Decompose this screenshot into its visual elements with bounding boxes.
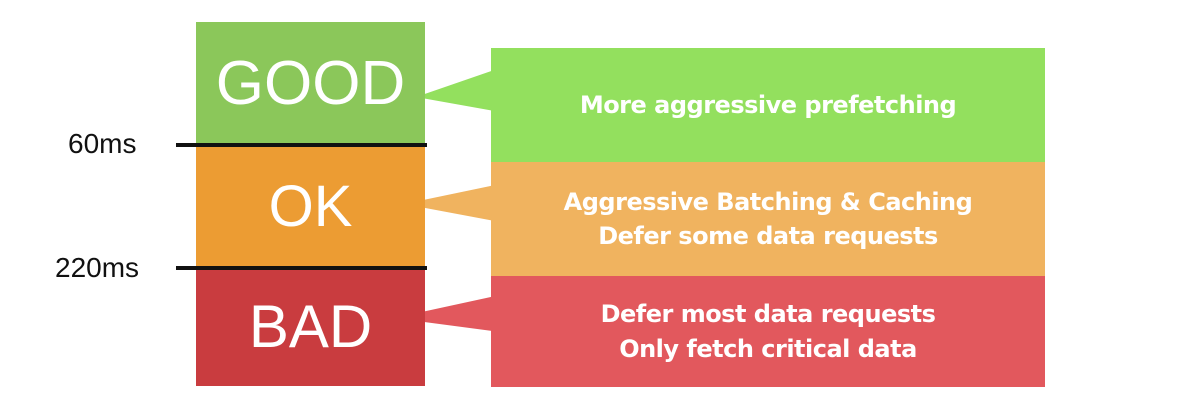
tier-ok-label: OK <box>268 173 353 239</box>
threshold-label-220ms: 220ms <box>55 252 140 283</box>
ok-callout-pointer <box>404 184 500 222</box>
advice-bad-box: Defer most data requests Only fetch crit… <box>491 276 1045 387</box>
threshold-line-220ms <box>176 266 427 270</box>
tier-good-label: GOOD <box>215 48 406 118</box>
advice-bad-line-2: Only fetch critical data <box>619 334 917 363</box>
tier-bad-box: BAD <box>196 268 425 386</box>
threshold-line-60ms <box>176 143 427 147</box>
advice-ok-line-2: Defer some data requests <box>598 222 938 250</box>
advice-good-line-1: More aggressive prefetching <box>579 90 957 119</box>
tier-bad-label: BAD <box>248 293 373 360</box>
advice-good-box: More aggressive prefetching <box>491 48 1045 162</box>
threshold-label-60ms: 60ms <box>68 128 137 159</box>
advice-ok-line-1: Aggressive Batching & Caching <box>563 187 973 216</box>
tier-good-box: GOOD <box>196 22 425 145</box>
bad-callout-pointer <box>394 295 500 332</box>
advice-bad-line-1: Defer most data requests <box>600 300 936 329</box>
good-callout-pointer <box>416 68 500 112</box>
advice-ok-box: Aggressive Batching & Caching Defer some… <box>491 162 1045 276</box>
tier-ok-box: OK <box>196 145 425 268</box>
